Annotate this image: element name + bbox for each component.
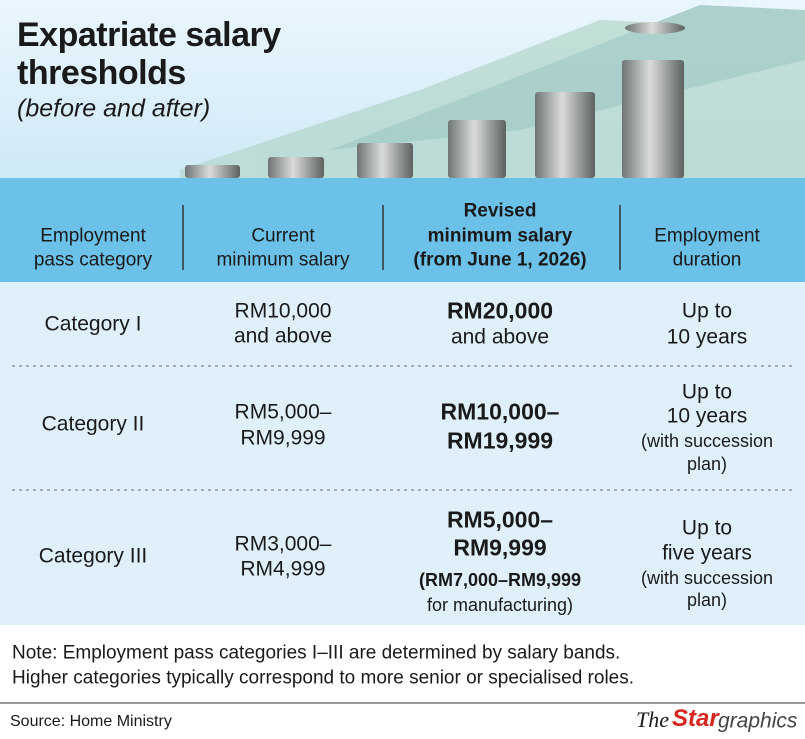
table-cell: five years [662,541,752,565]
coin-stacks [185,22,685,178]
table-cell: Up to [681,516,733,540]
table-cell: RM19,999 [446,427,554,454]
column-header: Revised [463,200,537,222]
table-cell: (with succession [640,431,774,451]
table-cell: Up to [681,380,733,404]
table-cell: RM10,000 [234,299,332,323]
table-cell: Category II [41,412,145,436]
column-header: (from June 1, 2026) [413,249,587,271]
table-cell: RM9,999 [453,534,547,561]
table-cell: 10 years [666,404,748,428]
table-cell: for manufacturing) [426,595,574,615]
table-cell: and above [450,325,550,349]
table-cell: plan) [686,590,728,610]
table-cell: Category III [38,544,148,568]
title: thresholds [17,54,186,92]
note: Note: Employment pass categories I–III a… [12,642,621,664]
column-header: minimum salary [427,225,573,247]
table-cell: and above [233,324,333,348]
column-header: minimum salary [216,249,350,271]
table-cell: RM9,999 [240,426,326,450]
note: Higher categories typically correspond t… [12,667,635,689]
column-header: pass category [33,249,153,271]
column-dividers [182,205,621,270]
logo-star: Star [672,705,719,732]
table-cell: RM5,000– [446,506,554,533]
table-cell: RM5,000– [234,400,332,424]
table-cell: plan) [686,454,728,474]
column-header: duration [672,249,742,271]
source: Source: Home Ministry [10,713,172,730]
table-cell: RM3,000– [234,532,332,556]
table-cell: RM4,999 [240,557,326,581]
table-cell: (RM7,000–RM9,999 [418,570,582,590]
table-cell: RM10,000– [440,398,560,425]
table-cell: RM20,000 [446,297,554,324]
title: Expatriate salary [17,16,281,54]
column-header: Current [251,225,315,247]
table-cell: (with succession [640,568,774,588]
column-header: Employment [654,225,760,247]
logo-the: The [636,707,669,732]
column-header: Employment [40,225,146,247]
table-header-background [0,178,805,282]
logo-graphics: graphics [718,709,798,733]
table-cell: Up to [681,299,733,323]
subtitle: (before and after) [17,94,211,123]
table-cell: Category I [44,312,142,336]
table-body-background [0,282,805,625]
table-cell: 10 years [666,325,748,349]
